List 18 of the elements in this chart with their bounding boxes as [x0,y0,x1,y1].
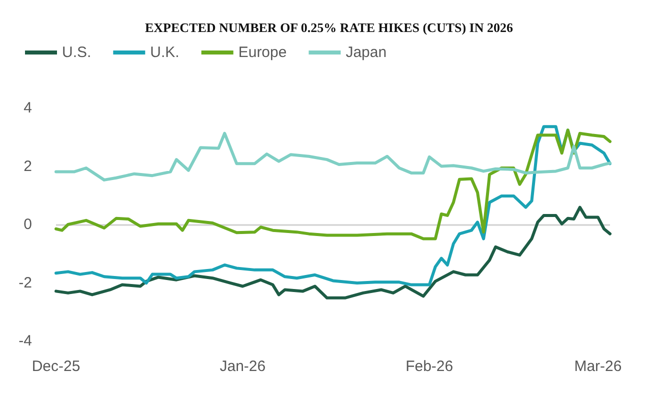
legend-label: U.K. [150,44,180,61]
line-series [54,132,612,182]
x-tick-label: Mar-26 [574,358,622,375]
x-tick-label: Dec-25 [32,358,80,375]
y-tick-label: -4 [18,332,32,350]
legend-label: U.S. [62,44,92,61]
y-tick-label: -2 [18,274,32,292]
line-series [54,206,612,300]
line-series [54,125,612,286]
legend-label: Japan [346,44,387,61]
y-tick-label: 4 [24,100,32,116]
chart-title: EXPECTED NUMBER OF 0.25% RATE HIKES (CUTS) IN 2026 [144,20,514,35]
legend-label: Europe [238,44,287,61]
x-tick-label: Feb-26 [406,358,454,375]
y-tick-label: 2 [24,158,32,175]
y-tick-label: 0 [24,216,32,233]
x-tick-label: Jan-26 [220,358,266,375]
line-series [54,128,612,240]
